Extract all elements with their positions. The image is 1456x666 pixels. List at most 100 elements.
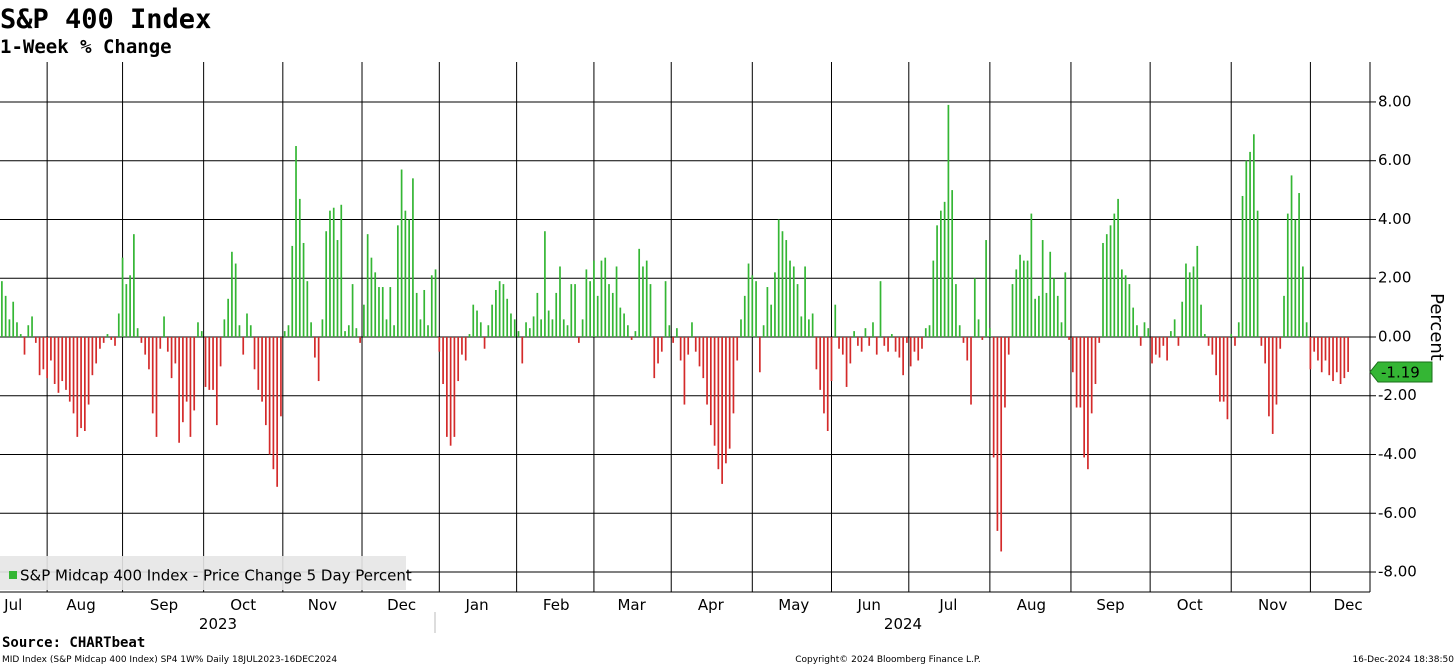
- bar: [1132, 307, 1135, 337]
- bar: [713, 336, 716, 446]
- bar: [1328, 336, 1331, 376]
- bar: [1, 281, 3, 337]
- bar: [811, 313, 814, 337]
- bar: [875, 336, 878, 355]
- bar: [68, 336, 71, 402]
- bar: [544, 231, 546, 337]
- bar: [517, 331, 520, 337]
- bar: [1283, 295, 1285, 337]
- bar: [1170, 331, 1172, 337]
- bar: [1252, 134, 1255, 337]
- bar: [159, 336, 162, 349]
- bar: [1339, 336, 1342, 384]
- bar: [808, 319, 810, 337]
- bar: [540, 319, 542, 337]
- bar: [1038, 295, 1040, 337]
- bar: [163, 316, 165, 337]
- bar: [1317, 336, 1319, 361]
- bar: [208, 336, 211, 390]
- bar: [80, 336, 82, 429]
- x-tick-label: Mar: [617, 596, 646, 614]
- bar: [774, 272, 776, 337]
- bar: [1343, 336, 1346, 379]
- chart-subtitle: 1-Week % Change: [0, 36, 172, 58]
- bar: [329, 210, 331, 337]
- bar: [396, 225, 399, 337]
- bar: [174, 336, 177, 364]
- bar: [1007, 336, 1010, 355]
- bar: [1075, 336, 1078, 408]
- y-tick-label: -4.00: [1378, 445, 1417, 463]
- bar: [559, 266, 561, 337]
- bar: [404, 210, 407, 337]
- bar: [317, 336, 320, 382]
- bar: [989, 328, 991, 337]
- bar: [31, 316, 33, 337]
- y-axis-label: Percent: [1426, 293, 1447, 361]
- bar: [355, 328, 358, 337]
- bar: [102, 336, 105, 343]
- bar: [321, 319, 324, 337]
- bar: [476, 310, 478, 337]
- bar: [600, 260, 603, 337]
- bar: [427, 325, 429, 337]
- bar: [170, 336, 173, 379]
- bar: [95, 336, 98, 364]
- bar: [525, 322, 527, 337]
- bar: [849, 336, 852, 364]
- bar: [1215, 336, 1217, 376]
- bar: [53, 336, 56, 384]
- bar: [1256, 210, 1259, 337]
- bar: [630, 336, 633, 340]
- bar: [890, 334, 893, 337]
- bar: [276, 336, 279, 487]
- x-tick-label: Apr: [698, 596, 725, 614]
- bar: [223, 319, 226, 337]
- bar: [83, 336, 86, 432]
- bar: [777, 219, 780, 337]
- bar: [1203, 334, 1206, 337]
- bar: [581, 319, 584, 337]
- bar: [1094, 336, 1097, 384]
- bar: [1271, 336, 1274, 434]
- bar: [1268, 336, 1270, 417]
- bar: [902, 336, 904, 376]
- bar: [506, 298, 509, 337]
- bar: [1211, 336, 1214, 355]
- x-tick-label: Dec: [387, 596, 416, 614]
- bar: [1162, 336, 1165, 346]
- bar: [140, 336, 143, 343]
- legend-swatch: [9, 571, 17, 579]
- bar: [683, 336, 686, 405]
- bar: [151, 336, 154, 414]
- bar: [347, 325, 350, 337]
- bar: [698, 336, 701, 367]
- bar: [287, 325, 290, 337]
- bar: [363, 304, 365, 337]
- bar: [412, 178, 414, 337]
- bar: [99, 336, 101, 349]
- bar: [1181, 301, 1184, 337]
- bar: [1207, 336, 1210, 346]
- bar: [1290, 175, 1293, 337]
- bar: [1053, 278, 1055, 337]
- bar: [393, 325, 395, 337]
- bar: [374, 272, 377, 337]
- y-tick-label: -2.00: [1378, 386, 1417, 404]
- bar: [758, 336, 761, 373]
- bar: [1113, 213, 1116, 337]
- bar: [894, 336, 897, 352]
- bar: [106, 334, 109, 337]
- bar: [1192, 266, 1195, 337]
- footer-center: Copyright© 2024 Bloomberg Finance L.P.: [795, 655, 980, 665]
- bar: [566, 325, 569, 337]
- bar: [562, 319, 565, 337]
- bar: [970, 336, 972, 405]
- bar: [615, 266, 618, 337]
- bar: [332, 207, 335, 337]
- bar: [913, 336, 916, 352]
- x-tick-label: Jun: [856, 596, 880, 614]
- bar: [766, 287, 769, 337]
- bar: [676, 328, 678, 337]
- bar: [653, 336, 656, 379]
